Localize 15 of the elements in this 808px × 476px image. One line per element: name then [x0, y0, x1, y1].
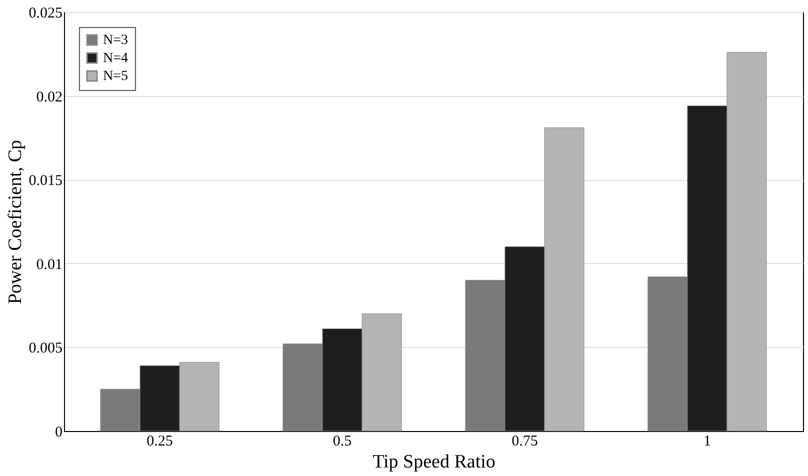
y-tick-label: 0.01 [36, 256, 62, 273]
y-axis-title: Power Coeficient, Cp [4, 140, 26, 304]
y-tick-label: 0 [55, 424, 62, 440]
y-tick-label: 0.015 [28, 173, 62, 190]
x-tick-label: 1 [703, 434, 711, 450]
x-tick-label: 0.25 [146, 434, 173, 450]
y-tick-label: 0.005 [28, 340, 62, 357]
legend-label: N=5 [103, 69, 128, 84]
y-tick-label: 0.025 [28, 6, 62, 22]
x-tick-label: 0.75 [512, 434, 538, 450]
x-axis-title: Tip Speed Ratio [372, 452, 496, 472]
y-tick-label: 0.02 [36, 89, 62, 106]
legend-label: N=4 [103, 51, 128, 66]
x-tick-label: 0.5 [332, 434, 352, 450]
legend-label: N=3 [103, 33, 128, 48]
